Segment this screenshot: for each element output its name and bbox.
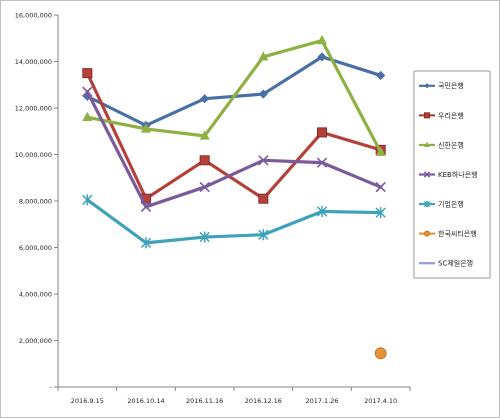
series-2: [82, 35, 386, 156]
x-tick-label: 2017.1.26: [305, 397, 338, 405]
legend-swatch-marker: [423, 230, 430, 237]
legend-label: 우리은행: [438, 111, 464, 120]
legend-label: KEB하나은행: [438, 170, 478, 179]
series-line: [85, 38, 383, 154]
data-point: [375, 181, 386, 193]
series-0: [82, 52, 386, 131]
legend-item: 한국씨티은행: [419, 229, 477, 238]
data-point: [258, 155, 269, 166]
x-marker-stroke: [140, 201, 152, 212]
legend-swatch-marker: [423, 171, 431, 178]
data-point: [82, 194, 93, 206]
data-point: [82, 111, 93, 121]
data-point: [375, 207, 386, 219]
data-point: [316, 35, 328, 45]
y-tick-label: 4,000,000: [19, 290, 52, 298]
data-point: [258, 51, 269, 61]
series-4: [82, 194, 386, 249]
legend-swatch-marker: [424, 141, 430, 148]
legend-label: 신한은행: [438, 140, 464, 149]
data-point: [375, 146, 386, 156]
legend-label: 국민은행: [438, 81, 464, 90]
x-marker-stroke: [199, 181, 210, 193]
data-point: [199, 231, 210, 243]
x-tick-label: 2016.11.16: [186, 397, 223, 405]
legend-label: 기업은행: [438, 199, 464, 208]
y-tick-label: 6,000,000: [19, 244, 52, 252]
data-point: [316, 127, 327, 138]
y-tick-label: 10,000,000: [15, 151, 52, 159]
series-line: [85, 71, 383, 201]
y-tick-label: 16,000,000: [15, 11, 52, 19]
data-point: [374, 347, 387, 360]
legend-swatch-marker: [424, 83, 430, 89]
legend-label: 한국씨티은행: [438, 229, 477, 238]
data-point: [258, 229, 269, 241]
data-point: [140, 237, 152, 249]
x-tick-label: 2016.9.15: [71, 397, 104, 405]
legend-item: 기업은행: [419, 199, 464, 208]
legend-item: 국민은행: [419, 81, 464, 90]
data-point: [199, 155, 210, 166]
data-point: [316, 157, 328, 168]
data-point: [258, 89, 268, 99]
legend-label: SC제일은행: [438, 259, 473, 268]
legend-item: 우리은행: [419, 111, 464, 120]
data-point: [316, 205, 328, 217]
y-tick-label: 14,000,000: [15, 58, 52, 66]
x-tick-label: 2017.4.10: [364, 397, 397, 405]
x-marker-stroke: [316, 157, 328, 168]
series-line: [85, 198, 383, 245]
legend-swatch-marker: [423, 112, 430, 119]
data-point: [199, 181, 210, 193]
axes: - 2,000,000 4,000,000 6,000,000 8,000,000 10,…: [15, 11, 411, 405]
x-marker-stroke: [82, 86, 93, 97]
data-point: [200, 94, 210, 104]
x-marker-stroke: [423, 171, 431, 178]
x-tick-label: 2016.10.14: [127, 397, 164, 405]
y-tick-label: 8,000,000: [19, 197, 52, 205]
series-line: [85, 90, 383, 209]
data-point: [82, 86, 93, 97]
data-point: [317, 52, 327, 62]
series-1: [82, 68, 386, 204]
y-tick-label: 2,000,000: [19, 337, 52, 345]
y-tick-label: 12,000,000: [15, 104, 52, 112]
legend-item: KEB하나은행: [419, 170, 478, 179]
data-point: [199, 130, 210, 140]
legend-item: 신한은행: [419, 140, 464, 149]
data-point: [258, 193, 269, 204]
data-point: [376, 70, 386, 81]
x-tick-label: 2016.12.16: [245, 397, 282, 405]
series-layer: [82, 35, 387, 360]
data-point: [140, 123, 152, 133]
x-marker-stroke: [375, 181, 386, 193]
x-marker-stroke: [258, 155, 269, 166]
data-point: [140, 201, 152, 212]
y-tick-label: -: [50, 383, 53, 391]
data-point: [82, 68, 93, 79]
series-3: [82, 86, 386, 212]
series-5: [374, 347, 387, 360]
legend-swatch-marker: [423, 200, 431, 208]
legend-item: SC제일은행: [419, 259, 473, 268]
